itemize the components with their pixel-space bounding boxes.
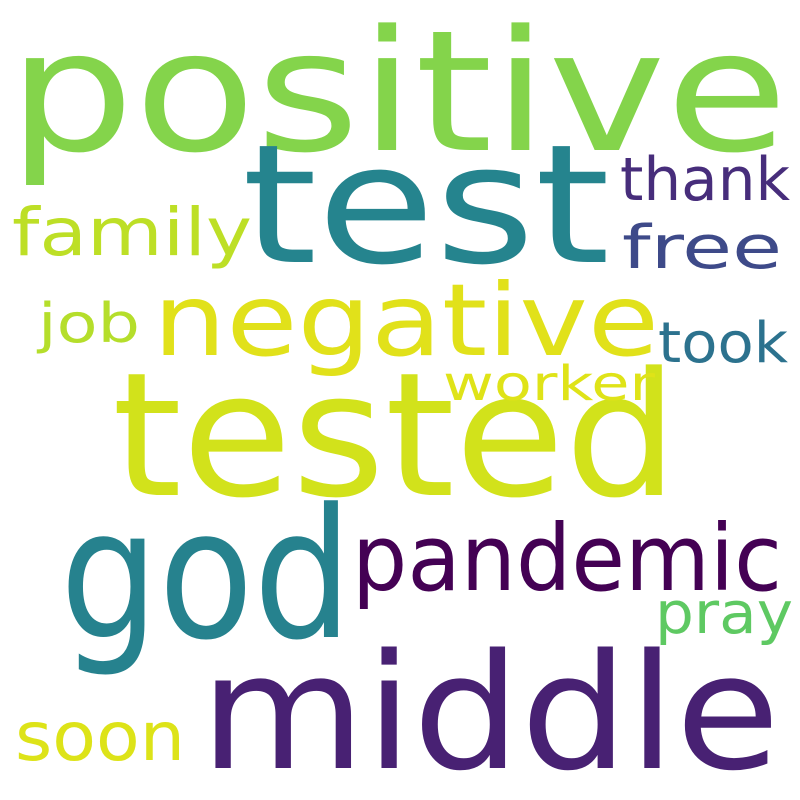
word-pray: pray bbox=[655, 579, 793, 647]
word-thank: thank bbox=[620, 145, 790, 215]
word-job: job bbox=[37, 292, 140, 355]
word-worker: worker bbox=[443, 356, 655, 412]
word-family: family bbox=[12, 194, 252, 271]
word-free: free bbox=[622, 213, 782, 283]
word-test: test bbox=[242, 109, 610, 301]
word-pandemic: pandemic bbox=[352, 505, 782, 612]
word-middle: middle bbox=[200, 619, 780, 800]
word-negative: negative bbox=[153, 262, 659, 379]
word-took: took bbox=[658, 311, 789, 376]
word-tested: tested bbox=[112, 335, 678, 536]
word-positive: positive bbox=[8, 0, 788, 190]
word-god: god bbox=[60, 471, 352, 680]
word-soon: soon bbox=[15, 698, 185, 777]
